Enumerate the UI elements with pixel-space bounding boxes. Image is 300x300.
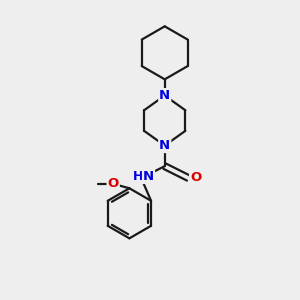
Text: O: O — [108, 177, 119, 190]
Text: H: H — [132, 170, 143, 183]
Text: N: N — [159, 89, 170, 102]
Text: O: O — [190, 172, 201, 184]
Text: N: N — [143, 170, 154, 183]
Text: N: N — [159, 139, 170, 152]
